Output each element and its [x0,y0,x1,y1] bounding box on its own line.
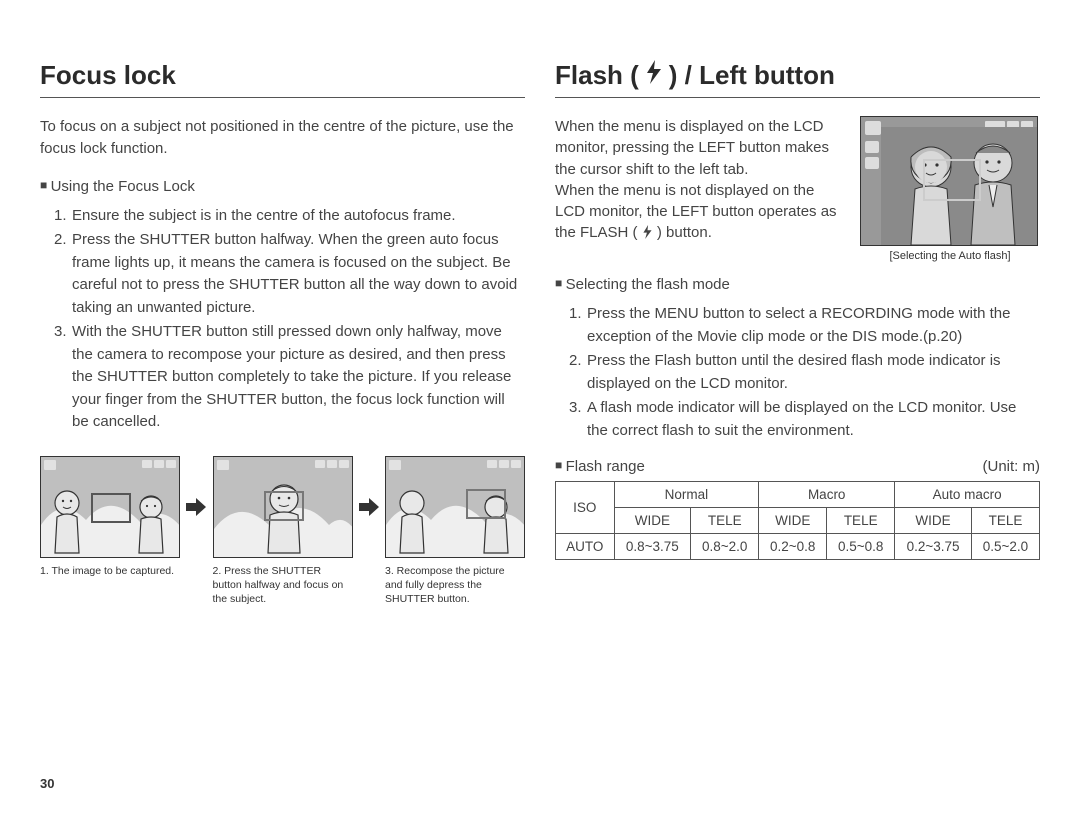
focus-lock-intro: To focus on a subject not positioned in … [40,116,525,160]
step-3: With the SHUTTER button still pressed do… [72,321,525,434]
caption-1: 1. The image to be captured. [40,564,174,578]
preview-caption: [Selecting the Auto flash] [860,250,1040,262]
sub-wide: WIDE [895,508,972,534]
flash-range-subhead: Flash range [555,458,645,475]
caption-3: 3. Recompose the picture and fully depre… [385,564,525,607]
flash-range-table: ISO Normal Macro Auto macro WIDE TELE WI… [555,481,1040,560]
sub-wide: WIDE [759,508,827,534]
flash-step-2: Press the Flash button until the desired… [587,350,1040,395]
page-number: 30 [40,776,54,791]
sub-tele: TELE [971,508,1039,534]
focus-lock-steps: 1.Ensure the subject is in the centre of… [40,205,525,434]
flash-steps: 1.Press the MENU button to select a RECO… [555,303,1040,442]
flash-title-post: ) / Left button [669,60,835,91]
step-1: Ensure the subject is in the centre of t… [72,205,525,228]
flash-intro: When the menu is displayed on the LCD mo… [555,116,848,244]
arrow-icon [359,456,380,558]
sub-tele: TELE [827,508,895,534]
figure-row: 1. The image to be captured. [40,456,525,607]
flash-step-3: A flash mode indicator will be displayed… [587,397,1040,442]
cell: 0.8~3.75 [614,534,691,560]
row-label: AUTO [556,534,615,560]
using-focus-lock-subhead: Using the Focus Lock [40,178,525,195]
sub-tele: TELE [691,508,759,534]
figure-1: 1. The image to be captured. [40,456,180,578]
flash-step-1: Press the MENU button to select a RECORD… [587,303,1040,348]
iso-header: ISO [556,482,615,534]
group-macro: Macro [759,482,895,508]
left-column: Focus lock To focus on a subject not pos… [40,60,525,606]
figure-2: 2. Press the SHUTTER button halfway and … [213,456,353,607]
cell: 0.2~0.8 [759,534,827,560]
sub-wide: WIDE [614,508,691,534]
cell: 0.2~3.75 [895,534,972,560]
flash-icon [645,60,663,91]
cell: 0.5~2.0 [971,534,1039,560]
cell: 0.5~0.8 [827,534,895,560]
focus-lock-heading: Focus lock [40,60,525,98]
preview-figure: [Selecting the Auto flash] [860,116,1040,262]
caption-2: 2. Press the SHUTTER button halfway and … [213,564,353,607]
group-automacro: Auto macro [895,482,1040,508]
figure-3: 3. Recompose the picture and fully depre… [385,456,525,607]
unit-label: (Unit: m) [983,458,1041,475]
arrow-icon [186,456,207,558]
group-normal: Normal [614,482,759,508]
flash-heading: Flash ( ) / Left button [555,60,1040,98]
step-2: Press the SHUTTER button halfway. When t… [72,229,525,319]
flash-title-pre: Flash ( [555,60,639,91]
right-column: Flash ( ) / Left button When the menu is… [555,60,1040,606]
selecting-flash-subhead: Selecting the flash mode [555,276,1040,293]
cell: 0.8~2.0 [691,534,759,560]
